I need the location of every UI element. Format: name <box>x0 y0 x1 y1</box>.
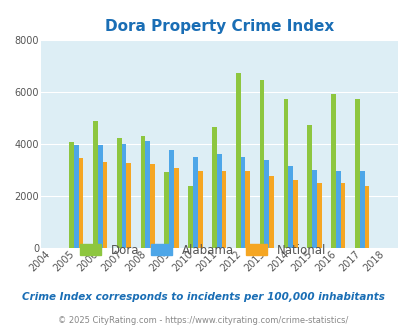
Bar <box>269 176 273 248</box>
Bar <box>330 94 335 248</box>
Bar <box>307 125 311 248</box>
Bar <box>288 166 292 248</box>
Bar <box>283 99 288 248</box>
Bar <box>354 99 359 248</box>
Bar <box>98 145 102 248</box>
Bar <box>245 171 249 248</box>
Bar <box>216 154 221 248</box>
Bar <box>359 171 364 248</box>
Bar <box>292 180 297 248</box>
Bar <box>102 162 107 248</box>
Bar <box>69 142 74 248</box>
Bar <box>240 156 245 248</box>
Bar <box>221 171 226 248</box>
Bar <box>79 158 83 248</box>
Bar <box>140 136 145 248</box>
Bar <box>74 145 79 248</box>
Bar <box>169 150 174 248</box>
Title: Dora Property Crime Index: Dora Property Crime Index <box>104 19 333 34</box>
Text: © 2025 CityRating.com - https://www.cityrating.com/crime-statistics/: © 2025 CityRating.com - https://www.city… <box>58 315 347 325</box>
Bar <box>188 186 192 248</box>
Bar <box>264 160 269 248</box>
Bar <box>164 172 169 248</box>
Bar <box>259 80 264 248</box>
Legend: Dora, Alabama, National: Dora, Alabama, National <box>75 239 330 261</box>
Bar <box>211 127 216 248</box>
Bar <box>117 138 121 248</box>
Bar <box>316 182 321 248</box>
Bar <box>93 121 98 248</box>
Bar <box>145 141 150 248</box>
Bar <box>126 163 131 248</box>
Bar <box>364 186 369 248</box>
Text: Crime Index corresponds to incidents per 100,000 inhabitants: Crime Index corresponds to incidents per… <box>21 292 384 302</box>
Bar <box>197 171 202 248</box>
Bar <box>340 182 345 248</box>
Bar <box>192 156 197 248</box>
Bar <box>235 73 240 248</box>
Bar <box>150 164 155 248</box>
Bar <box>335 171 340 248</box>
Bar <box>174 168 178 248</box>
Bar <box>311 170 316 248</box>
Bar <box>121 144 126 248</box>
